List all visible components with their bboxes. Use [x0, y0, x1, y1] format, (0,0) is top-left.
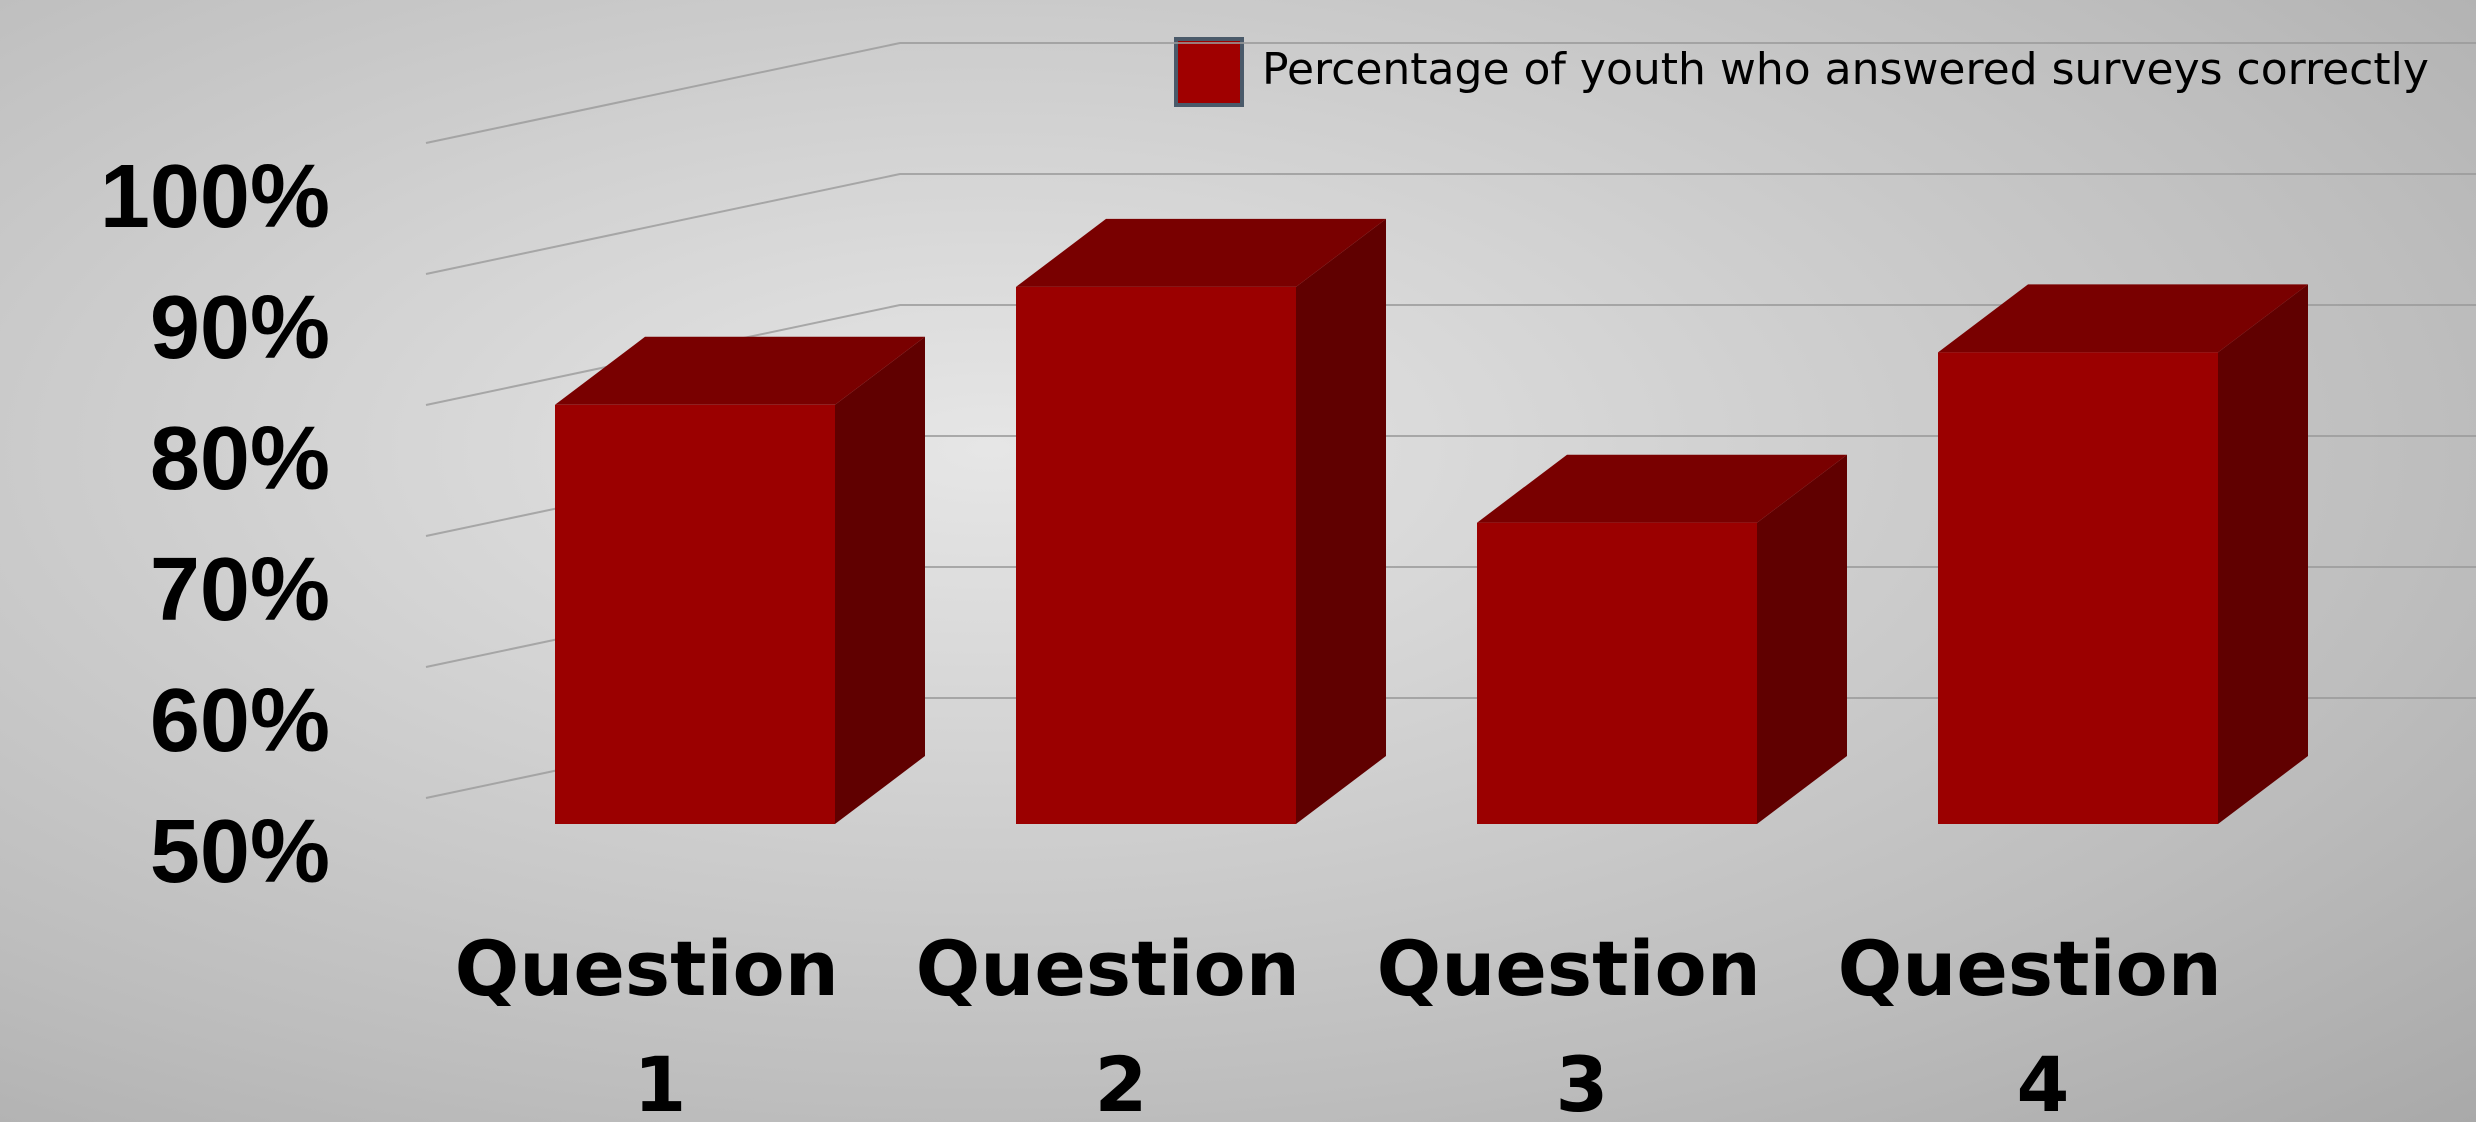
- bar: [1477, 522, 1757, 824]
- grid-line: [425, 173, 2476, 275]
- bar-side: [835, 336, 925, 824]
- bar-side: [1757, 454, 1847, 824]
- bar-top: [1016, 218, 1386, 287]
- bar-side: [2218, 284, 2308, 824]
- grid-line: [425, 42, 2476, 144]
- bar-side: [1296, 218, 1386, 824]
- legend-label: Percentage of youth who answered surveys…: [1262, 44, 2429, 95]
- x-tick-label: Question 2: [916, 924, 1327, 1122]
- y-tick-label: 50%: [150, 802, 330, 902]
- legend-swatch: [1174, 37, 1244, 107]
- bar-top: [1477, 454, 1847, 523]
- y-tick-label: 70%: [150, 540, 330, 640]
- y-tick-label: 100%: [100, 147, 330, 247]
- y-tick-label: 90%: [150, 278, 330, 378]
- grid-line: [425, 304, 2476, 406]
- x-tick-label: Question 3: [1377, 924, 1788, 1122]
- bar-top: [1938, 284, 2308, 353]
- x-tick-label: Question 4: [1838, 924, 2249, 1122]
- bar: [555, 404, 835, 824]
- bar: [1016, 286, 1296, 824]
- y-tick-label: 80%: [150, 409, 330, 509]
- bar-top: [555, 336, 925, 405]
- y-tick-label: 60%: [150, 671, 330, 771]
- x-tick-label: Question 1: [455, 924, 866, 1122]
- bar: [1938, 352, 2218, 824]
